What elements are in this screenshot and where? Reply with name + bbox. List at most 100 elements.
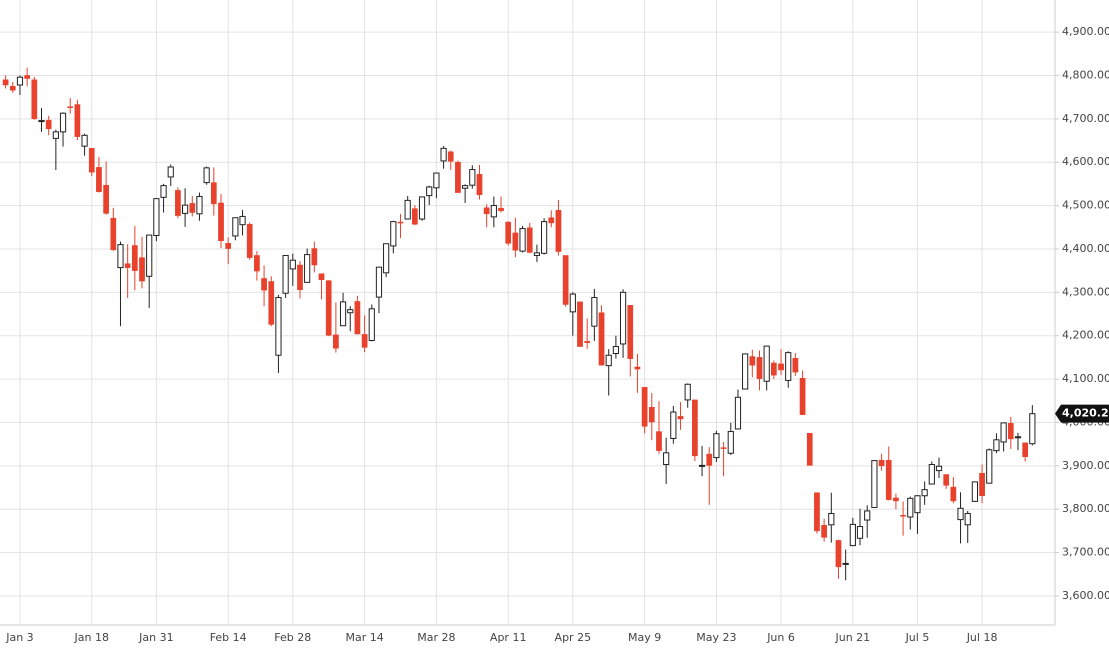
candle-body xyxy=(390,221,397,247)
candle-body xyxy=(986,449,993,484)
y-tick-label: 4,200.00 xyxy=(1062,329,1109,342)
candle-body xyxy=(426,186,433,197)
candle-body xyxy=(469,169,476,186)
candle-body xyxy=(368,308,375,341)
x-tick-label: Jul 5 xyxy=(905,631,930,644)
y-tick-label: 4,500.00 xyxy=(1062,199,1109,212)
candle-body xyxy=(490,205,497,218)
candle-body xyxy=(871,460,878,508)
x-tick-label: Apr 11 xyxy=(490,631,527,644)
candle-body xyxy=(663,452,670,466)
candle-body xyxy=(1014,436,1022,439)
candle-body xyxy=(856,526,864,539)
candle-body xyxy=(397,221,404,224)
candle-body xyxy=(74,104,81,137)
candle-body xyxy=(541,221,548,254)
candle-body xyxy=(2,79,9,86)
y-tick-label: 4,300.00 xyxy=(1062,285,1109,298)
candle-body xyxy=(462,185,469,189)
candle-body xyxy=(175,190,181,216)
last-price-label: 4,020.25 xyxy=(1062,407,1109,420)
candle-body xyxy=(964,513,971,526)
candle-body xyxy=(404,199,411,220)
x-tick-label: May 23 xyxy=(696,631,736,644)
candle-body xyxy=(505,221,512,244)
candle-body xyxy=(814,492,820,532)
candle-body xyxy=(713,433,720,459)
candle-body xyxy=(612,346,619,354)
y-tick-label: 3,700.00 xyxy=(1062,546,1109,559)
grid xyxy=(0,0,1055,625)
candle-body xyxy=(785,352,792,381)
candle-body xyxy=(893,497,899,502)
candle-body xyxy=(412,208,418,225)
candle-body xyxy=(196,195,203,215)
candle-body xyxy=(684,383,691,401)
candle-body xyxy=(189,203,196,213)
candle-body xyxy=(771,362,777,376)
x-tick-label: Jun 6 xyxy=(766,631,795,644)
candle-body xyxy=(59,112,67,133)
candle-body xyxy=(67,106,74,108)
candle-body xyxy=(928,464,935,485)
candle-body xyxy=(9,86,16,91)
candle-body xyxy=(1007,423,1014,440)
y-tick-label: 4,900.00 xyxy=(1062,25,1109,38)
candle-body xyxy=(943,474,950,486)
candle-body xyxy=(239,215,246,226)
candle-body xyxy=(842,562,849,565)
x-tick-label: Mar 28 xyxy=(417,631,455,644)
candle-body xyxy=(153,198,160,237)
candle-body xyxy=(282,254,289,294)
candle-body xyxy=(297,264,303,290)
candle-body xyxy=(677,416,684,420)
y-tick-label: 4,600.00 xyxy=(1062,155,1109,168)
candle-body xyxy=(756,357,763,379)
candle-body xyxy=(96,167,102,192)
candle-body xyxy=(117,244,124,269)
candle-body xyxy=(103,184,109,214)
candle-body xyxy=(698,464,706,467)
candle-body xyxy=(634,366,641,370)
candle-body xyxy=(31,79,38,120)
candle-body xyxy=(619,291,627,345)
x-tick-label: Feb 14 xyxy=(210,631,247,644)
candle-body xyxy=(526,227,533,253)
candle-body xyxy=(641,387,648,427)
candle-body xyxy=(476,174,483,195)
candle-body xyxy=(354,301,361,335)
candle-body xyxy=(81,134,88,147)
candle-body xyxy=(318,273,325,281)
candle-body xyxy=(907,497,914,518)
candle-body xyxy=(727,431,734,454)
candle-body xyxy=(325,280,332,336)
candle-body xyxy=(333,334,339,349)
x-tick-label: Jun 21 xyxy=(834,631,870,644)
candle-body xyxy=(799,377,806,415)
candle-body xyxy=(304,254,311,283)
candle-body xyxy=(577,301,583,347)
candle-body xyxy=(749,356,756,366)
x-tick-label: Apr 25 xyxy=(555,631,592,644)
candle-body xyxy=(225,243,232,249)
candle-body xyxy=(971,481,978,502)
candle-body xyxy=(1000,422,1007,443)
candle-body xyxy=(806,433,813,466)
candle-body xyxy=(656,431,662,451)
candle-body xyxy=(339,301,347,327)
y-tick-label: 4,100.00 xyxy=(1062,372,1109,385)
candle-body xyxy=(584,341,591,343)
candle-body xyxy=(670,411,677,439)
candle-body xyxy=(1029,413,1036,445)
candle-body xyxy=(548,217,555,224)
candle-body xyxy=(914,495,921,514)
candle-body xyxy=(347,309,354,314)
candles xyxy=(2,67,1036,581)
candle-body xyxy=(734,396,742,430)
candle-body xyxy=(828,513,835,526)
x-tick-label: Jan 3 xyxy=(5,631,33,644)
candle-body xyxy=(835,540,842,568)
candle-body xyxy=(38,120,45,123)
y-tick-label: 3,800.00 xyxy=(1062,502,1109,515)
candle-body xyxy=(957,507,964,521)
